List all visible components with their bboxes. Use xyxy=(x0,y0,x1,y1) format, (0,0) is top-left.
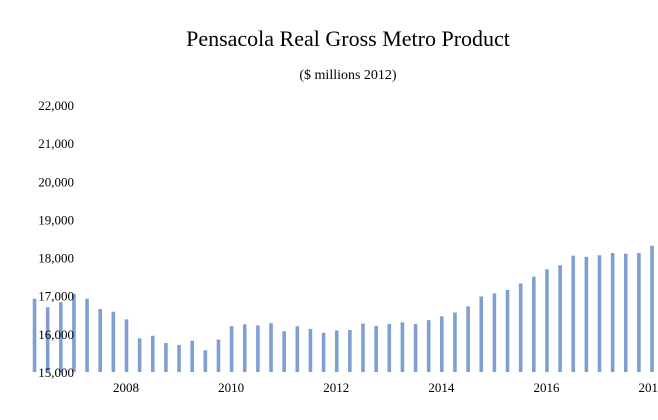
bar xyxy=(348,330,352,372)
bar xyxy=(610,252,615,372)
bar xyxy=(334,330,339,372)
bar xyxy=(453,312,457,372)
bar xyxy=(242,324,247,372)
bar xyxy=(361,323,365,372)
bar xyxy=(413,323,418,372)
bar xyxy=(623,253,628,372)
bar xyxy=(229,326,234,372)
bar xyxy=(321,332,326,372)
y-tick-label: 22,000 xyxy=(38,98,74,113)
bar xyxy=(532,276,536,372)
bar xyxy=(282,331,286,372)
y-tick-label: 17,000 xyxy=(38,289,74,304)
bar xyxy=(374,325,378,372)
y-axis: 15,000 16,000 17,000 18,000 19,000 20,000 21,0… xyxy=(38,98,74,380)
x-tick-label: 2016 xyxy=(533,380,560,395)
bar xyxy=(32,298,37,372)
bar xyxy=(72,293,76,372)
bar xyxy=(518,283,523,372)
bar xyxy=(426,320,431,372)
bar xyxy=(98,309,103,372)
y-tick-label: 15,000 xyxy=(38,365,74,380)
bar xyxy=(164,343,168,372)
bar xyxy=(597,255,602,372)
bar xyxy=(269,323,273,372)
y-tick-label: 18,000 xyxy=(38,251,74,266)
bar xyxy=(295,326,300,372)
bar xyxy=(637,252,641,372)
bar xyxy=(150,335,155,372)
bar xyxy=(387,323,392,372)
bar xyxy=(650,245,654,372)
bar xyxy=(85,298,89,372)
bar xyxy=(59,302,63,372)
y-tick-label: 21,000 xyxy=(38,136,74,151)
bar xyxy=(308,328,313,372)
bar xyxy=(111,311,116,372)
bar xyxy=(203,350,208,372)
bar xyxy=(545,269,549,372)
bar xyxy=(571,255,576,372)
bar xyxy=(45,307,50,372)
bar xyxy=(216,339,221,372)
bar xyxy=(505,289,510,372)
x-tick-label: 2018 xyxy=(639,380,658,395)
x-axis: 2008201020122014201620182020202220242026 xyxy=(113,380,658,395)
bar xyxy=(177,344,181,372)
bar xyxy=(492,293,497,372)
bar xyxy=(466,306,470,372)
bar xyxy=(124,319,129,372)
y-tick-label: 20,000 xyxy=(38,174,74,189)
bar-series xyxy=(32,245,654,372)
bar xyxy=(479,296,484,372)
bar xyxy=(190,340,194,372)
x-tick-label: 2014 xyxy=(428,380,455,395)
bar xyxy=(256,325,260,372)
x-tick-label: 2012 xyxy=(323,380,349,395)
chart-title: Pensacola Real Gross Metro Product xyxy=(186,26,510,51)
y-tick-label: 16,000 xyxy=(38,327,74,342)
x-tick-label: 2008 xyxy=(113,380,139,395)
bar xyxy=(558,265,562,372)
chart-subtitle: ($ millions 2012) xyxy=(299,68,397,83)
bar xyxy=(440,316,444,372)
bar xyxy=(584,256,589,372)
x-tick-label: 2010 xyxy=(218,380,244,395)
bar xyxy=(137,338,142,372)
bar xyxy=(400,322,405,372)
y-tick-label: 19,000 xyxy=(38,212,74,227)
